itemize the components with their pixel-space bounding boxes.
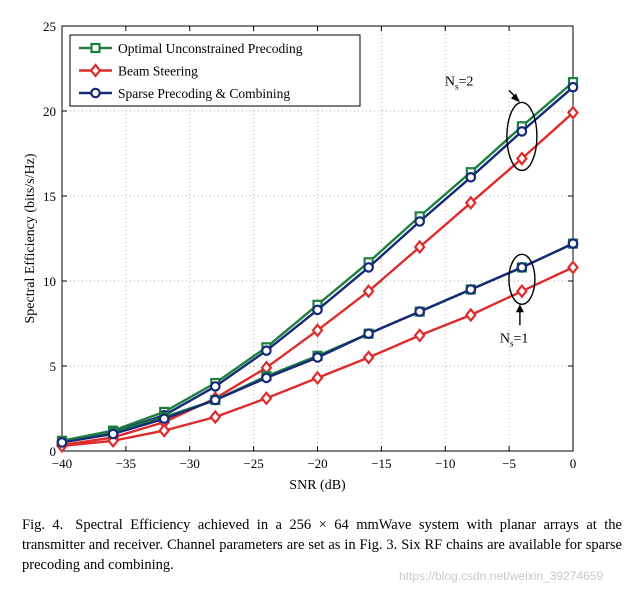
annotation-ellipse-ns1 — [508, 253, 536, 305]
marker-diamond — [413, 239, 426, 255]
caption-number: Fig. 4. — [22, 517, 64, 533]
marker-circle — [363, 262, 374, 273]
y-tick-label: 15 — [43, 189, 56, 204]
marker-diamond — [158, 423, 171, 438]
x-tick-label: −25 — [243, 456, 263, 471]
axes: −40 −35 −30 −25 −20 −15 −10 −5 0 0 5 10 15 20 25 SNR (d… — [23, 19, 576, 493]
marker-diamond — [362, 283, 375, 299]
spectral-efficiency-chart: −40 −35 −30 −25 −20 −15 −10 −5 0 0 5 10 15 20 25 SNR (d… — [23, 19, 579, 493]
marker-diamond — [515, 283, 528, 299]
marker-diamond — [464, 307, 477, 323]
series-layer — [56, 76, 579, 454]
marker-square — [90, 42, 101, 54]
marker-circle — [363, 328, 374, 339]
series-ns2-circle — [56, 81, 579, 447]
y-tick-label: 0 — [50, 444, 57, 459]
y-tick-label: 5 — [50, 359, 57, 374]
marker-diamond — [260, 391, 273, 406]
figure-caption: Fig. 4. Spectral Efficiency achieved in a… — [22, 515, 622, 575]
grid — [62, 26, 573, 451]
marker-diamond — [209, 409, 222, 425]
marker-circle — [465, 284, 477, 295]
x-axis-title: SNR (dB) — [289, 478, 346, 493]
series-line — [61, 242, 574, 444]
marker-circle — [516, 262, 528, 273]
x-tick-label: −20 — [307, 456, 327, 471]
series-line — [61, 86, 574, 443]
legend-label: Beam Steering — [118, 64, 198, 79]
marker-circle — [312, 352, 323, 363]
marker-diamond — [413, 328, 426, 343]
series-ns1-diamond — [56, 260, 579, 454]
marker-diamond — [515, 151, 528, 166]
series-ns2-square — [56, 76, 579, 446]
y-tick-label: 10 — [43, 274, 56, 289]
marker-circle — [107, 428, 119, 440]
marker-circle — [567, 81, 579, 93]
x-tick-label: 0 — [570, 456, 577, 471]
legend-label: Optimal Unconstrained Precoding — [118, 41, 303, 56]
annotation-label: Ns=2 — [445, 74, 474, 91]
annotation-label: Ns=1 — [500, 331, 529, 348]
marker-circle — [261, 345, 272, 356]
marker-circle — [465, 172, 477, 183]
y-axis-title: Spectral Efficiency (bits/s/Hz) — [23, 153, 38, 323]
legend-box — [69, 34, 361, 107]
watermark-text: https://blog.csdn.net/weixin_39274659 — [399, 569, 604, 583]
marker-circle — [210, 394, 221, 406]
marker-circle — [56, 437, 68, 448]
marker-circle — [312, 304, 323, 316]
marker-circle — [90, 87, 101, 99]
annotations: Ns=2 Ns=1 — [445, 74, 538, 348]
marker-circle — [516, 126, 528, 137]
caption-text: Spectral Efficiency achieved in a 256 × … — [22, 517, 622, 573]
marker-diamond — [362, 350, 375, 365]
annotation-ellipse-ns2 — [506, 101, 538, 172]
annotation-arrowhead-ns1 — [515, 304, 524, 313]
marker-diamond — [567, 105, 579, 120]
legend-label: Sparse Precoding & Combining — [118, 86, 290, 101]
y-tick-label: 20 — [43, 104, 56, 119]
marker-circle — [210, 381, 221, 392]
x-tick-label: −40 — [52, 456, 72, 471]
marker-circle — [414, 306, 425, 317]
x-tick-label: −10 — [435, 456, 455, 471]
legend: Optimal Unconstrained Precoding Beam Stee… — [69, 34, 361, 107]
marker-circle — [158, 413, 170, 424]
marker-circle — [261, 372, 272, 384]
x-tick-label: −30 — [180, 456, 200, 471]
x-tick-label: −35 — [116, 456, 136, 471]
x-tick-label: −5 — [502, 456, 516, 471]
marker-circle — [414, 216, 425, 227]
x-tick-label: −15 — [371, 456, 391, 471]
marker-diamond — [311, 370, 324, 386]
series-ns1-circle — [56, 238, 579, 448]
marker-diamond — [311, 323, 324, 338]
annotation-arrowhead-ns2 — [510, 93, 520, 103]
marker-diamond — [89, 63, 102, 78]
marker-circle — [567, 238, 579, 249]
marker-diamond — [464, 195, 477, 211]
y-tick-label: 25 — [43, 19, 56, 34]
marker-diamond — [567, 260, 579, 275]
